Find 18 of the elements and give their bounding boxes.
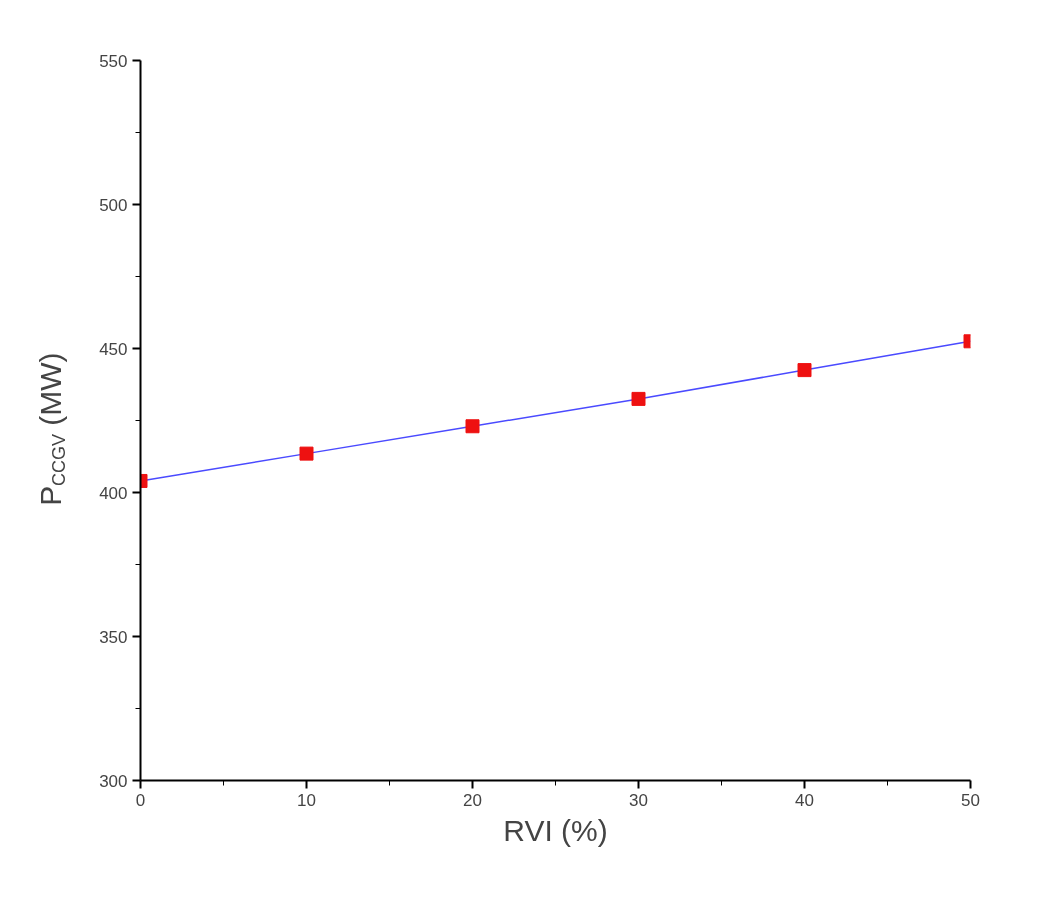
x-tick-label: 50 <box>961 790 980 810</box>
point <box>465 419 480 434</box>
x-axis-title: RVI (%) <box>503 813 608 847</box>
x-tick-label: 0 <box>135 790 146 810</box>
y-tick-label: 400 <box>99 483 128 503</box>
y-tick-label: 450 <box>99 339 128 359</box>
point <box>631 391 646 406</box>
point <box>797 363 812 378</box>
x-tick-label: 20 <box>463 790 482 810</box>
y-tick-label: 500 <box>99 195 128 215</box>
x-tick-label: 30 <box>629 790 648 810</box>
x-tick-label: 10 <box>297 790 316 810</box>
y-tick-label: 300 <box>99 771 128 791</box>
y-axis-title: PCCGV (MW) <box>34 352 69 506</box>
y-tick-label: 550 <box>99 51 128 71</box>
point <box>299 446 314 461</box>
y-tick-label: 350 <box>99 627 128 647</box>
x-tick-label: 40 <box>795 790 814 810</box>
